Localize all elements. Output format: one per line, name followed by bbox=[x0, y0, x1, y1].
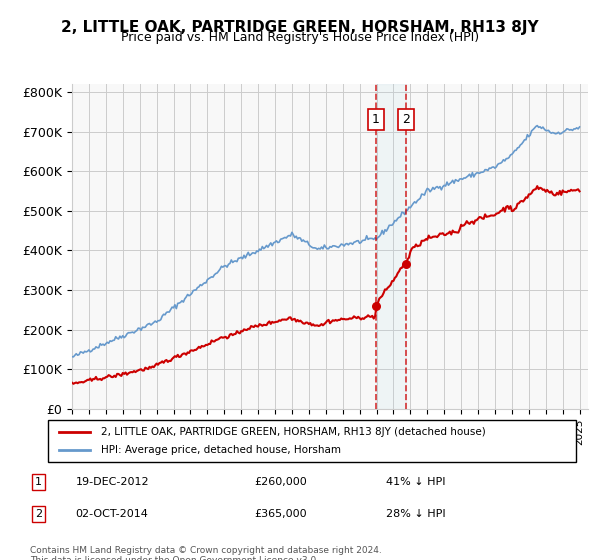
Text: 28% ↓ HPI: 28% ↓ HPI bbox=[386, 509, 446, 519]
Point bbox=[401, 260, 411, 269]
Bar bbox=[376, 84, 406, 409]
Text: 2: 2 bbox=[35, 509, 42, 519]
Text: 2, LITTLE OAK, PARTRIDGE GREEN, HORSHAM, RH13 8JY: 2, LITTLE OAK, PARTRIDGE GREEN, HORSHAM,… bbox=[61, 20, 539, 35]
Text: Price paid vs. HM Land Registry's House Price Index (HPI): Price paid vs. HM Land Registry's House … bbox=[121, 31, 479, 44]
Text: £260,000: £260,000 bbox=[254, 477, 307, 487]
Text: 41% ↓ HPI: 41% ↓ HPI bbox=[386, 477, 446, 487]
Text: Contains HM Land Registry data © Crown copyright and database right 2024.
This d: Contains HM Land Registry data © Crown c… bbox=[30, 546, 382, 560]
Text: 1: 1 bbox=[372, 113, 380, 126]
Text: 2: 2 bbox=[402, 113, 410, 126]
Text: 2, LITTLE OAK, PARTRIDGE GREEN, HORSHAM, RH13 8JY (detached house): 2, LITTLE OAK, PARTRIDGE GREEN, HORSHAM,… bbox=[101, 427, 485, 437]
Text: £365,000: £365,000 bbox=[254, 509, 307, 519]
Text: 19-DEC-2012: 19-DEC-2012 bbox=[76, 477, 149, 487]
Text: 02-OCT-2014: 02-OCT-2014 bbox=[76, 509, 148, 519]
Text: HPI: Average price, detached house, Horsham: HPI: Average price, detached house, Hors… bbox=[101, 445, 341, 455]
Text: 1: 1 bbox=[35, 477, 42, 487]
Point bbox=[371, 301, 380, 310]
FancyBboxPatch shape bbox=[48, 420, 576, 462]
